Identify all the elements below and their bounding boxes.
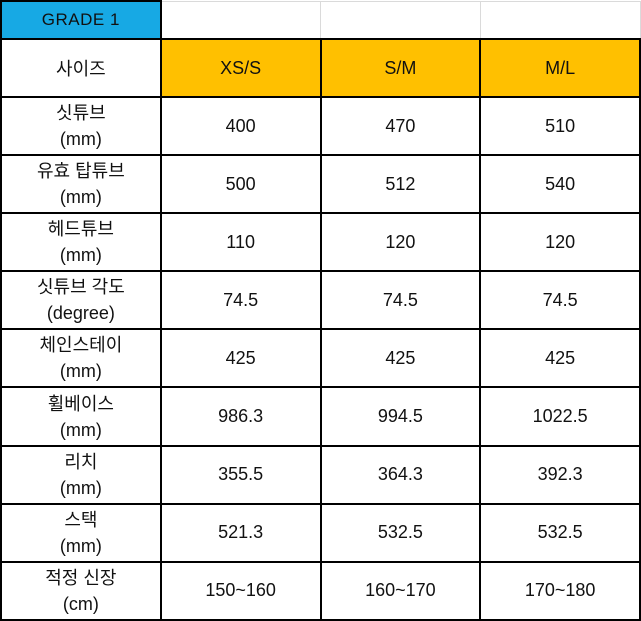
row-label: 싯튜브 (mm)	[0, 95, 162, 157]
row-label: 휠베이스 (mm)	[0, 386, 162, 447]
row-unit-text: (mm)	[59, 419, 102, 440]
table-row-reach: 리치 (mm) 355.5 364.3 392.3	[0, 444, 641, 505]
grade-row: GRADE 1	[0, 0, 641, 40]
value-cell: 392.3	[479, 444, 641, 505]
value-cell: 425	[479, 328, 641, 389]
row-label: 리치 (mm)	[0, 444, 162, 505]
table-row-top-tube: 유효 탑튜브 (mm) 500 512 540	[0, 154, 641, 215]
value-cell: 74.5	[319, 270, 482, 331]
value-cell: 74.5	[479, 270, 641, 331]
value-cell: 355.5	[159, 444, 322, 505]
value-cell: 425	[319, 328, 482, 389]
row-label: 스택 (mm)	[0, 502, 162, 563]
column-header-m-l: M/L	[479, 38, 641, 98]
value-cell: 512	[319, 154, 482, 215]
value-cell: 521.3	[159, 502, 322, 563]
row-label-text: 적정 신장	[45, 567, 117, 588]
value-cell: 120	[479, 212, 641, 273]
value-cell: 120	[319, 212, 482, 273]
row-label: 체인스테이 (mm)	[0, 328, 162, 389]
value-cell: 425	[159, 328, 322, 389]
row-unit-text: (mm)	[59, 361, 102, 382]
row-label-text: 체인스테이	[39, 335, 123, 356]
row-label-text: 싯튜브 각도	[36, 277, 125, 298]
value-cell: 1022.5	[479, 386, 641, 447]
empty-cell	[320, 0, 481, 39]
value-cell: 170~180	[479, 560, 641, 621]
value-cell: 160~170	[319, 560, 482, 621]
row-label: 헤드튜브 (mm)	[0, 212, 162, 273]
value-cell: 500	[159, 154, 322, 215]
table-row-stack: 스택 (mm) 521.3 532.5 532.5	[0, 502, 641, 563]
row-unit-text: (cm)	[62, 593, 99, 614]
row-label-text: 유효 탑튜브	[36, 161, 125, 182]
table-row-head-tube: 헤드튜브 (mm) 110 120 120	[0, 212, 641, 273]
column-header-s-m: S/M	[319, 38, 482, 98]
value-cell: 994.5	[319, 386, 482, 447]
column-header-xs-s: XS/S	[159, 38, 322, 98]
table-row-wheelbase: 휠베이스 (mm) 986.3 994.5 1022.5	[0, 386, 641, 447]
row-label-text: 휠베이스	[47, 393, 114, 414]
row-label-text: 스택	[64, 509, 98, 530]
row-label-text: 싯튜브	[56, 103, 106, 124]
row-label: 적정 신장 (cm)	[0, 560, 162, 621]
row-label: 싯튜브 각도 (degree)	[0, 270, 162, 331]
row-label-text: 헤드튜브	[47, 219, 114, 240]
value-cell: 110	[159, 212, 322, 273]
row-label-text: 리치	[64, 451, 98, 472]
value-cell: 532.5	[479, 502, 641, 563]
row-unit-text: (mm)	[59, 187, 102, 208]
row-unit-text: (mm)	[59, 129, 102, 150]
size-header-label: 사이즈	[0, 38, 162, 98]
value-cell: 470	[319, 95, 482, 157]
empty-cell	[479, 0, 641, 39]
table-row-seat-tube: 싯튜브 (mm) 400 470 510	[0, 95, 641, 157]
grade-badge: GRADE 1	[0, 0, 162, 40]
row-unit-text: (mm)	[59, 535, 102, 556]
value-cell: 74.5	[159, 270, 322, 331]
size-header-row: 사이즈 XS/S S/M M/L	[0, 38, 641, 98]
table-row-seat-angle: 싯튜브 각도 (degree) 74.5 74.5 74.5	[0, 270, 641, 331]
value-cell: 532.5	[319, 502, 482, 563]
value-cell: 150~160	[159, 560, 322, 621]
value-cell: 400	[159, 95, 322, 157]
table-row-rider-height: 적정 신장 (cm) 150~160 160~170 170~180	[0, 560, 641, 621]
value-cell: 510	[479, 95, 641, 157]
empty-cell	[160, 0, 321, 39]
row-unit-text: (degree)	[46, 303, 115, 324]
row-unit-text: (mm)	[59, 245, 102, 266]
table-row-chainstay: 체인스테이 (mm) 425 425 425	[0, 328, 641, 389]
row-label: 유효 탑튜브 (mm)	[0, 154, 162, 215]
value-cell: 986.3	[159, 386, 322, 447]
row-unit-text: (mm)	[59, 477, 102, 498]
value-cell: 364.3	[319, 444, 482, 505]
value-cell: 540	[479, 154, 641, 215]
